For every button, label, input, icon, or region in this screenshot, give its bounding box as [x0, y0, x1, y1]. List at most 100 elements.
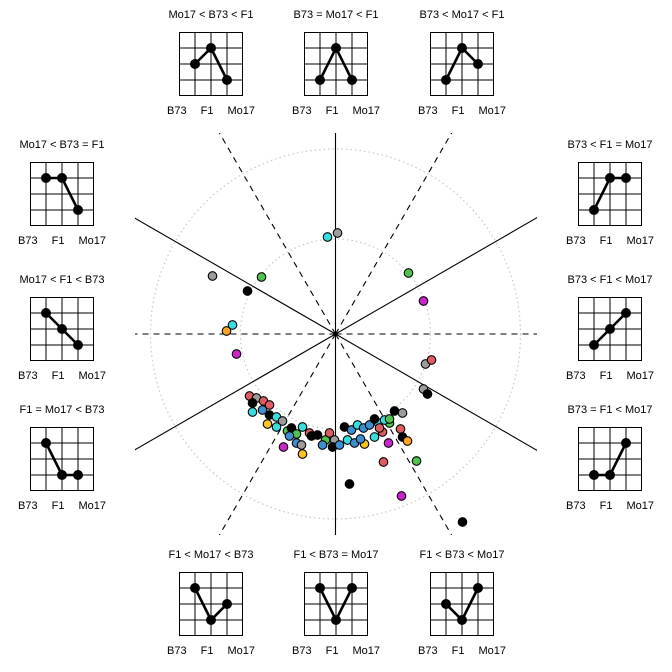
pattern-thumbnail	[30, 427, 94, 491]
pattern-dot	[315, 583, 325, 593]
genotype-axis-labels: B73 F1 Mo17	[18, 500, 106, 512]
pattern-thumbnail	[179, 572, 243, 636]
data-point	[457, 517, 468, 527]
pattern-dot	[190, 583, 200, 593]
data-point	[378, 457, 389, 467]
data-point	[278, 442, 289, 452]
data-point	[389, 406, 400, 416]
genotype-label: Mo17	[626, 500, 654, 512]
genotype-label: B73	[18, 370, 38, 382]
data-point	[297, 422, 308, 432]
pattern-dot	[589, 470, 599, 480]
pattern-dot	[41, 308, 51, 318]
genotype-label: F1	[599, 235, 613, 247]
pattern-dot	[473, 59, 483, 69]
pattern-dot	[73, 470, 83, 480]
pattern-dot	[57, 470, 67, 480]
pattern-dot	[605, 324, 615, 334]
pattern-dot	[57, 324, 67, 334]
data-point	[257, 405, 268, 415]
data-point	[317, 440, 328, 450]
data-point	[271, 422, 282, 432]
genotype-label: Mo17	[78, 370, 106, 382]
pattern-panel-p300: F1 < B73 < Mo17 B73 F1 Mo17	[397, 548, 527, 657]
pattern-dot	[457, 43, 467, 53]
pattern-dot	[41, 438, 51, 448]
pattern-dot	[457, 615, 467, 625]
spoke-150	[135, 217, 336, 335]
pattern-dot	[441, 75, 451, 85]
genotype-label: Mo17	[78, 235, 106, 247]
genotype-label: F1	[51, 235, 65, 247]
data-point	[264, 400, 275, 410]
genotype-label: B73	[167, 645, 187, 657]
pattern-dot	[57, 173, 67, 183]
genotype-label: Mo17	[227, 645, 255, 657]
genotype-label: B73	[566, 500, 586, 512]
data-point	[221, 326, 232, 336]
pattern-title: F1 < B73 = Mo17	[293, 549, 379, 561]
pattern-dot	[331, 615, 341, 625]
pattern-title: B73 < F1 < Mo17	[567, 274, 653, 286]
pattern-dot	[206, 43, 216, 53]
pattern-title: F1 < Mo17 < B73	[168, 549, 254, 561]
pattern-thumbnail	[578, 297, 642, 361]
data-point	[322, 232, 333, 242]
genotype-label: B73	[418, 645, 438, 657]
pattern-dot	[331, 43, 341, 53]
spoke-330	[335, 333, 537, 451]
pattern-dot	[605, 470, 615, 480]
genotype-label: B73	[18, 235, 38, 247]
spoke-30	[335, 217, 537, 335]
data-point	[284, 431, 295, 441]
data-point	[227, 320, 238, 330]
data-point	[296, 440, 307, 450]
data-point	[397, 408, 408, 418]
pattern-dot	[605, 173, 615, 183]
genotype-axis-labels: B73 F1 Mo17	[418, 645, 506, 657]
genotype-label: Mo17	[352, 645, 380, 657]
data-point	[344, 479, 355, 489]
genotype-label: Mo17	[626, 235, 654, 247]
data-point	[369, 432, 380, 442]
data-point	[334, 440, 345, 450]
pattern-dot	[347, 583, 357, 593]
genotype-label: F1	[51, 500, 65, 512]
genotype-label: B73	[566, 235, 586, 247]
genotype-label: Mo17	[478, 105, 506, 117]
pattern-thumbnail	[179, 32, 243, 96]
pattern-dot	[589, 340, 599, 350]
pattern-thumbnail	[304, 572, 368, 636]
spoke-120	[218, 133, 336, 335]
pattern-dot	[621, 308, 631, 318]
pattern-panel-p330: B73 = F1 < Mo17 B73 F1 Mo17	[545, 403, 672, 512]
genotype-label: Mo17	[478, 645, 506, 657]
pattern-panel-p90: B73 = Mo17 < F1 B73 F1 Mo17	[271, 8, 401, 117]
genotype-axis-labels: B73 F1 Mo17	[292, 645, 380, 657]
genotype-axis-labels: B73 F1 Mo17	[18, 235, 106, 247]
data-point	[384, 414, 395, 424]
pattern-thumbnail	[578, 162, 642, 226]
pattern-title: Mo17 < B73 < F1	[168, 9, 254, 21]
pattern-dot	[73, 205, 83, 215]
genotype-label: B73	[566, 370, 586, 382]
genotype-axis-labels: B73 F1 Mo17	[292, 105, 380, 117]
spoke-210	[135, 333, 336, 451]
pattern-title: B73 = Mo17 < F1	[293, 9, 379, 21]
data-point	[418, 296, 429, 306]
genotype-label: F1	[599, 500, 613, 512]
data-point	[242, 286, 253, 296]
pattern-dot	[73, 340, 83, 350]
data-point	[312, 430, 323, 440]
pattern-dot	[222, 75, 232, 85]
data-point	[247, 398, 258, 408]
genotype-label: B73	[18, 500, 38, 512]
pattern-dot	[621, 173, 631, 183]
genotype-label: B73	[167, 105, 187, 117]
pattern-thumbnail	[578, 427, 642, 491]
pattern-panel-p240: F1 < Mo17 < B73 B73 F1 Mo17	[146, 548, 276, 657]
reference-ring	[149, 148, 522, 520]
data-point	[369, 414, 380, 424]
genotype-label: F1	[451, 645, 465, 657]
